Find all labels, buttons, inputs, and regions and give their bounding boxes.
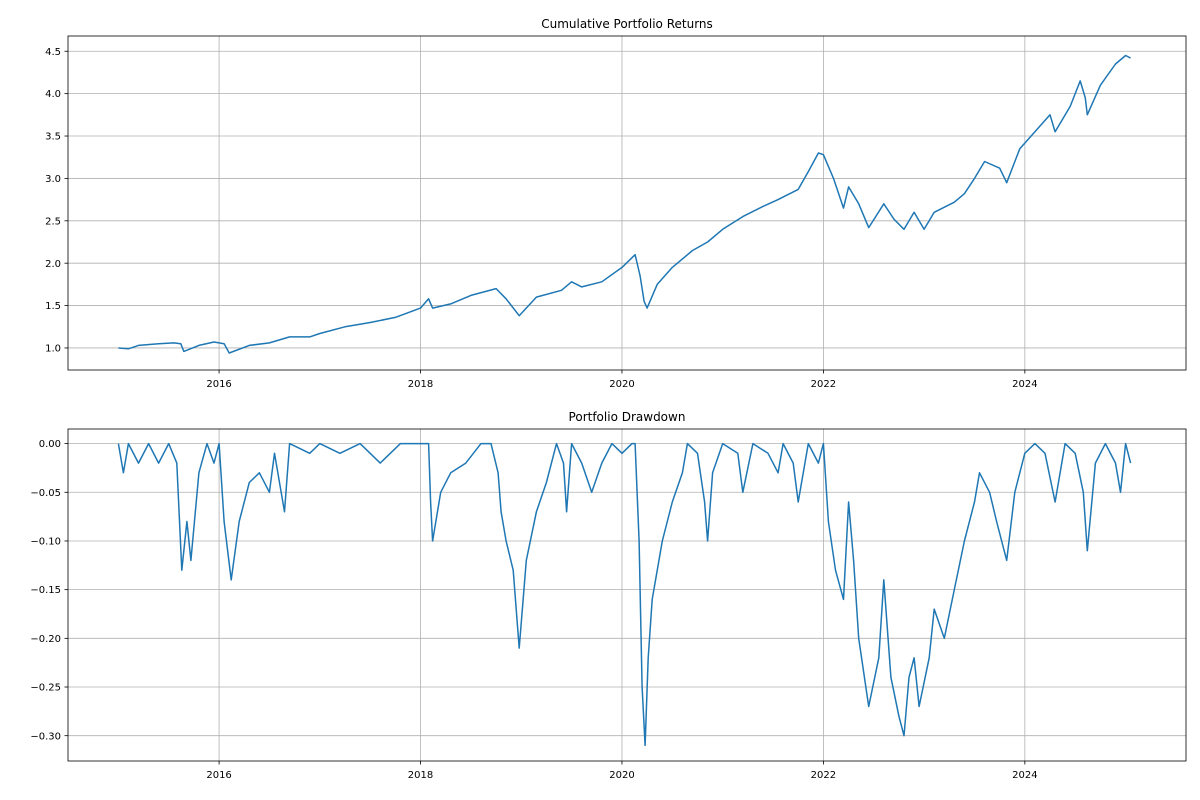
y-tick-label: 2.5	[45, 216, 61, 227]
y-tick-label: 3.5	[45, 132, 61, 143]
x-tick-label: 2022	[811, 379, 836, 390]
drawdown-title: Portfolio Drawdown	[569, 410, 686, 424]
y-tick-label: 1.0	[45, 344, 61, 355]
x-tick-label: 2016	[206, 770, 231, 781]
x-tick-label: 2024	[1012, 379, 1037, 390]
x-tick-label: 2016	[206, 379, 231, 390]
y-tick-label: −0.30	[30, 731, 61, 742]
y-tick-label: 4.5	[45, 47, 61, 58]
y-tick-label: 0.00	[39, 439, 61, 450]
returns-axes: 2016 2018 2020 2022 2024 1.0 1.5 2.0 2.5 3.0 3.5 4.…	[45, 17, 1187, 390]
y-tick-label: −0.20	[30, 634, 61, 645]
y-tick-label: 4.0	[45, 89, 61, 100]
axes-frame	[67, 35, 1187, 371]
drawdown-axes: 2016 2018 2020 2022 2024 0.00 −0.05 −0.10 −0.15 −…	[30, 410, 1187, 781]
x-tick-label: 2018	[408, 379, 433, 390]
x-tick-label: 2020	[609, 770, 634, 781]
x-tick-label: 2024	[1012, 770, 1037, 781]
returns-title: Cumulative Portfolio Returns	[541, 17, 713, 31]
drawdown-series-line	[117, 442, 1132, 747]
y-tick-label: −0.05	[30, 488, 61, 499]
x-tick-label: 2022	[811, 770, 836, 781]
y-tick-label: 2.0	[45, 259, 61, 270]
y-tick-label: −0.15	[30, 585, 61, 596]
axes-frame	[67, 428, 1187, 762]
y-tick-label: 1.5	[45, 301, 61, 312]
returns-series-line	[118, 54, 1131, 354]
y-tick-label: −0.25	[30, 683, 61, 694]
y-tick-label: 3.0	[45, 174, 61, 185]
x-tick-label: 2020	[609, 379, 634, 390]
x-tick-label: 2018	[408, 770, 433, 781]
y-tick-label: −0.10	[30, 537, 61, 548]
